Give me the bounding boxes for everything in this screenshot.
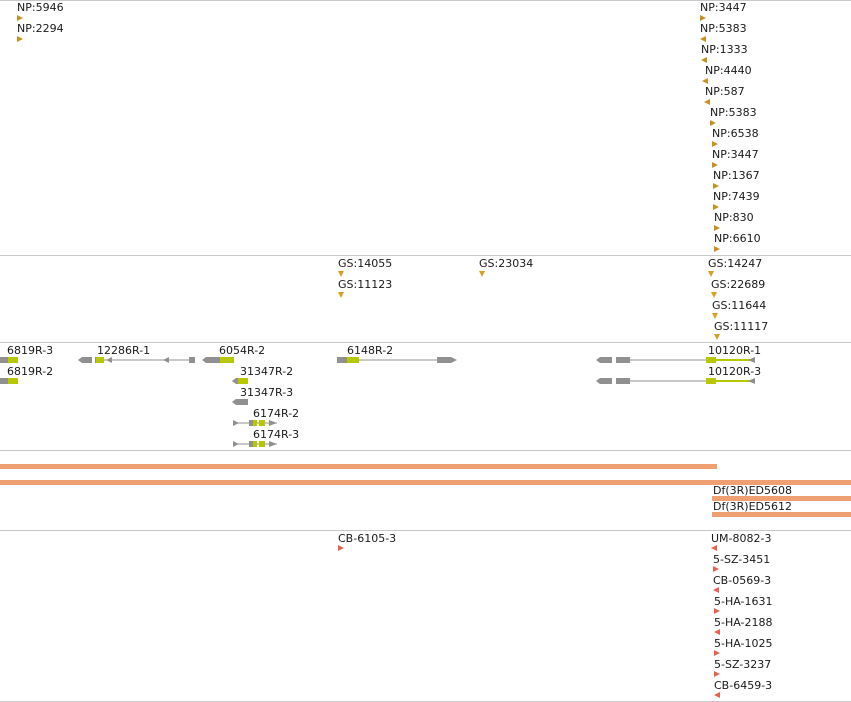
forward-marker-icon — [17, 15, 23, 21]
gs-feature-label: GS:11117 — [714, 320, 769, 333]
gene-label: 6174R-3 — [253, 428, 300, 441]
gene-label: 6148R-2 — [347, 344, 394, 357]
gene-structure-icon — [337, 357, 457, 363]
cb-feature-label: UM-8082-3 — [711, 532, 772, 545]
cb-feature-label: CB-0569-3 — [713, 574, 772, 587]
deficiency-bar — [0, 464, 717, 469]
deficiency-label: Df(3R)ED5612 — [713, 500, 792, 513]
forward-marker-icon — [338, 545, 344, 551]
forward-marker-icon — [714, 671, 720, 677]
np-feature-label: NP:5946 — [17, 1, 64, 14]
cb-feature-label: 5-HA-1631 — [714, 595, 773, 608]
gs-feature-label: GS:11644 — [712, 299, 767, 312]
np-feature-label: NP:3447 — [700, 1, 747, 14]
insertion-marker-icon — [711, 292, 717, 298]
gene-structure-icon — [0, 357, 18, 363]
gs-feature-label: GS:23034 — [479, 257, 534, 270]
gs-feature-label: GS:14247 — [708, 257, 763, 270]
gene-label: 6054R-2 — [219, 344, 266, 357]
gene-label: 10120R-1 — [708, 344, 762, 357]
np-feature-label: NP:587 — [705, 85, 745, 98]
gs-feature-label: GS:14055 — [338, 257, 393, 270]
deficiency-bar — [712, 512, 851, 517]
gene-structure-icon — [596, 378, 755, 384]
gene-structure-icon — [233, 441, 277, 447]
np-feature-label: NP:4440 — [705, 64, 752, 77]
np-feature-label: NP:6610 — [714, 232, 761, 245]
gene-structure-icon — [596, 357, 755, 363]
forward-marker-icon — [700, 15, 706, 21]
gene-structure-icon — [0, 378, 18, 384]
forward-marker-icon — [713, 183, 719, 189]
gene-structure-icon — [232, 399, 248, 405]
insertion-marker-icon — [338, 292, 344, 298]
forward-marker-icon — [714, 650, 720, 656]
forward-marker-icon — [714, 246, 720, 252]
np-feature-label: NP:7439 — [713, 190, 760, 203]
np-feature-label: NP:1333 — [701, 43, 748, 56]
np-feature-label: NP:3447 — [712, 148, 759, 161]
gene-label: 6819R-3 — [7, 344, 54, 357]
gene-label: 31347R-3 — [240, 386, 294, 399]
cb-feature-label: CB-6459-3 — [714, 679, 773, 692]
track-border-top — [0, 0, 851, 1]
cb-feature-label: 5-SZ-3237 — [714, 658, 772, 671]
gene-label: 10120R-3 — [708, 365, 762, 378]
gene-label: 6174R-2 — [253, 407, 300, 420]
reverse-marker-icon — [704, 99, 710, 105]
track-border-df-cb — [0, 530, 851, 531]
forward-marker-icon — [710, 120, 716, 126]
gene-structure-icon — [202, 357, 234, 363]
insertion-marker-icon — [708, 271, 714, 277]
gene-structure-icon — [78, 357, 195, 363]
forward-marker-icon — [714, 608, 720, 614]
insertion-marker-icon — [338, 271, 344, 277]
gs-feature-label: GS:22689 — [711, 278, 766, 291]
np-feature-label: NP:5383 — [700, 22, 747, 35]
gene-label: 31347R-2 — [240, 365, 294, 378]
insertion-marker-icon — [714, 334, 720, 340]
track-border-np-gs — [0, 255, 851, 256]
np-feature-label: NP:1367 — [713, 169, 760, 182]
gene-structure-icon — [232, 378, 248, 384]
reverse-marker-icon — [702, 78, 708, 84]
reverse-marker-icon — [714, 692, 720, 698]
np-feature-label: NP:5383 — [710, 106, 757, 119]
reverse-marker-icon — [711, 545, 717, 551]
reverse-marker-icon — [714, 629, 720, 635]
gene-label: 12286R-1 — [97, 344, 151, 357]
forward-marker-icon — [713, 566, 719, 572]
deficiency-bar — [0, 480, 851, 485]
cb-feature-label: CB-6105-3 — [338, 532, 397, 545]
reverse-marker-icon — [700, 36, 706, 42]
track-border-gs-gene — [0, 342, 851, 343]
np-feature-label: NP:830 — [714, 211, 754, 224]
reverse-marker-icon — [713, 587, 719, 593]
forward-marker-icon — [17, 36, 23, 42]
np-feature-label: NP:6538 — [712, 127, 759, 140]
forward-marker-icon — [712, 141, 718, 147]
forward-marker-icon — [713, 204, 719, 210]
forward-marker-icon — [714, 225, 720, 231]
reverse-marker-icon — [701, 57, 707, 63]
track-border-gene-df — [0, 450, 851, 451]
deficiency-label: Df(3R)ED5608 — [713, 484, 792, 497]
insertion-marker-icon — [479, 271, 485, 277]
gene-structure-icon — [233, 420, 277, 426]
cb-feature-label: 5-SZ-3451 — [713, 553, 771, 566]
forward-marker-icon — [712, 162, 718, 168]
insertion-marker-icon — [712, 313, 718, 319]
cb-feature-label: 5-HA-2188 — [714, 616, 773, 629]
cb-feature-label: 5-HA-1025 — [714, 637, 773, 650]
deficiency-bar — [712, 496, 851, 501]
np-feature-label: NP:2294 — [17, 22, 64, 35]
gs-feature-label: GS:11123 — [338, 278, 393, 291]
gene-label: 6819R-2 — [7, 365, 54, 378]
